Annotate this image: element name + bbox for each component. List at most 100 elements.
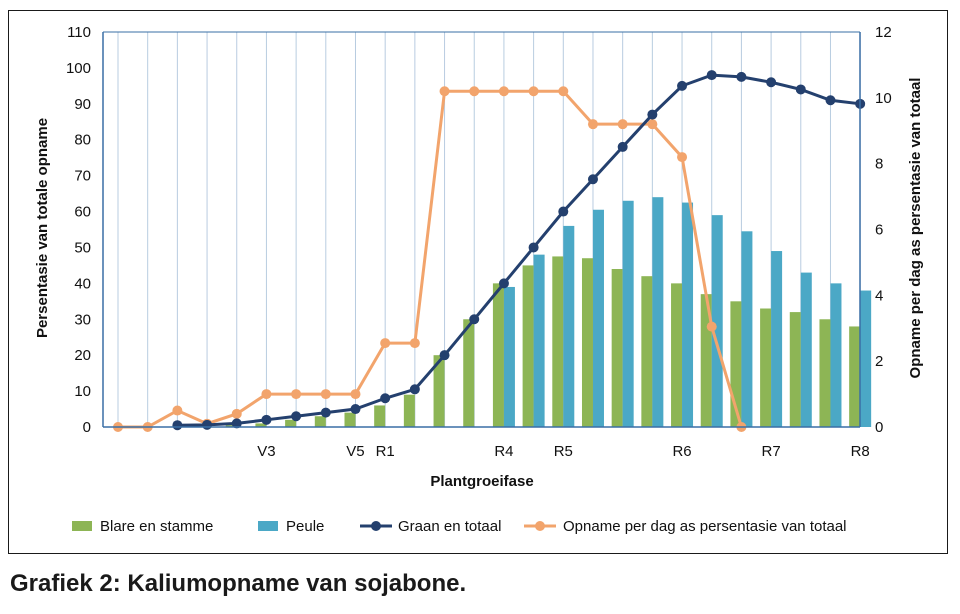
tick-labels: 0 10 20 30 40 50 60 70 80 90 100 110 0 2 4 6 8 10 12 V3 V5 R1… xyxy=(66,24,892,460)
bar-blare-en-stamme xyxy=(849,326,861,427)
point-graan-en-totaal xyxy=(291,411,302,422)
bar-peule xyxy=(830,283,842,427)
point-opname-per-dag xyxy=(617,119,628,130)
x-tick-label: R1 xyxy=(376,443,395,460)
point-opname-per-dag xyxy=(231,408,242,419)
line-graan-en-totaal xyxy=(177,73,861,427)
bar-peule xyxy=(860,290,872,427)
point-opname-per-dag xyxy=(706,321,717,332)
y-tick-label: 50 xyxy=(74,239,91,256)
y2-tick-label: 12 xyxy=(875,24,892,41)
legend-label-opname: Opname per dag as persentasie van totaal xyxy=(563,518,847,535)
point-graan-en-totaal xyxy=(172,420,183,431)
bar-blare-en-stamme xyxy=(611,269,623,427)
legend: Blare en stamme Peule Graan en totaal Op… xyxy=(72,518,847,535)
y-tick-label: 100 xyxy=(66,60,91,77)
point-opname-per-dag xyxy=(320,389,331,400)
bar-blare-en-stamme xyxy=(730,301,742,427)
bar-blare-en-stamme xyxy=(552,256,564,427)
point-opname-per-dag xyxy=(291,389,302,400)
bar-peule xyxy=(800,272,812,427)
point-opname-per-dag xyxy=(528,86,539,97)
bar-peule xyxy=(711,215,723,427)
point-graan-en-totaal xyxy=(528,242,539,253)
point-graan-en-totaal xyxy=(409,384,420,395)
x-tick-label: V5 xyxy=(346,443,364,460)
point-graan-en-totaal xyxy=(825,95,836,106)
bar-peule xyxy=(592,209,604,427)
bar-blare-en-stamme xyxy=(760,308,772,427)
line-opname-per-dag xyxy=(118,89,743,429)
point-opname-per-dag xyxy=(647,119,658,130)
x-axis-title: Plantgroeifase xyxy=(430,473,533,490)
legend-swatch-blare xyxy=(72,521,92,531)
x-tick-label: R7 xyxy=(762,443,781,460)
bar-blare-en-stamme xyxy=(789,312,801,427)
point-graan-en-totaal xyxy=(320,407,331,418)
point-opname-per-dag xyxy=(409,338,420,349)
bar-blare-en-stamme xyxy=(819,319,831,427)
point-graan-en-totaal xyxy=(617,141,628,152)
point-graan-en-totaal xyxy=(795,84,806,95)
point-opname-per-dag xyxy=(439,86,450,97)
x-tick-label: V3 xyxy=(257,443,275,460)
y2-tick-label: 4 xyxy=(875,287,883,304)
y2-axis-title: Opname per dag as persentasie van totaal xyxy=(907,78,924,379)
x-tick-label: R6 xyxy=(672,443,691,460)
bar-blare-en-stamme xyxy=(641,276,653,427)
bar-blare-en-stamme xyxy=(255,423,267,427)
chart-frame xyxy=(8,10,948,554)
bar-peule xyxy=(622,200,634,427)
point-graan-en-totaal xyxy=(350,404,361,415)
bars xyxy=(225,197,872,427)
point-graan-en-totaal xyxy=(677,80,688,91)
bar-peule xyxy=(652,197,664,427)
y-axis-title: Persentasie van totale opname xyxy=(34,118,51,338)
y-tick-label: 30 xyxy=(74,311,91,328)
y2-tick-label: 8 xyxy=(875,156,883,173)
bar-peule xyxy=(771,251,783,427)
x-tick-label: R4 xyxy=(494,443,513,460)
point-graan-en-totaal xyxy=(439,350,450,361)
legend-label-blare: Blare en stamme xyxy=(100,518,213,535)
y2-tick-label: 10 xyxy=(875,90,892,107)
bar-blare-en-stamme xyxy=(671,283,683,427)
bar-blare-en-stamme xyxy=(285,419,297,427)
bar-blare-en-stamme xyxy=(433,355,445,427)
bar-peule xyxy=(741,231,753,427)
legend-swatch-peule xyxy=(258,521,278,531)
y2-tick-label: 0 xyxy=(875,419,883,436)
y-tick-label: 70 xyxy=(74,168,91,185)
bar-blare-en-stamme xyxy=(314,416,326,427)
chart-svg: 0 10 20 30 40 50 60 70 80 90 100 110 0 2 4 6 8 10 12 V3 V5 R1… xyxy=(34,24,924,535)
point-graan-en-totaal xyxy=(380,393,391,404)
bar-blare-en-stamme xyxy=(700,294,712,427)
bar-blare-en-stamme xyxy=(492,283,504,427)
y-tick-label: 0 xyxy=(83,419,91,436)
bar-blare-en-stamme xyxy=(581,258,593,427)
legend-label-peule: Peule xyxy=(286,518,324,535)
y-tick-label: 110 xyxy=(67,24,91,41)
y-tick-label: 40 xyxy=(74,275,91,292)
figure-caption: Grafiek 2: Kaliumopname van sojabone. xyxy=(10,570,467,597)
bar-peule xyxy=(682,202,694,427)
y-tick-label: 10 xyxy=(74,383,91,400)
bar-peule xyxy=(563,225,575,427)
point-graan-en-totaal xyxy=(706,70,717,81)
x-tick-label: R8 xyxy=(851,443,870,460)
bar-blare-en-stamme xyxy=(225,425,237,427)
bar-blare-en-stamme xyxy=(344,412,356,427)
legend-marker-graan xyxy=(371,521,381,531)
point-opname-per-dag xyxy=(172,405,183,416)
point-graan-en-totaal xyxy=(261,414,272,425)
point-graan-en-totaal xyxy=(231,418,242,429)
point-opname-per-dag xyxy=(380,338,391,349)
bar-blare-en-stamme xyxy=(403,394,415,427)
point-graan-en-totaal xyxy=(469,314,480,325)
y-tick-label: 60 xyxy=(74,204,91,221)
y-tick-label: 80 xyxy=(74,132,91,149)
point-opname-per-dag xyxy=(558,86,569,97)
point-graan-en-totaal xyxy=(766,77,777,88)
y2-tick-label: 6 xyxy=(875,222,883,239)
point-graan-en-totaal xyxy=(736,71,747,82)
